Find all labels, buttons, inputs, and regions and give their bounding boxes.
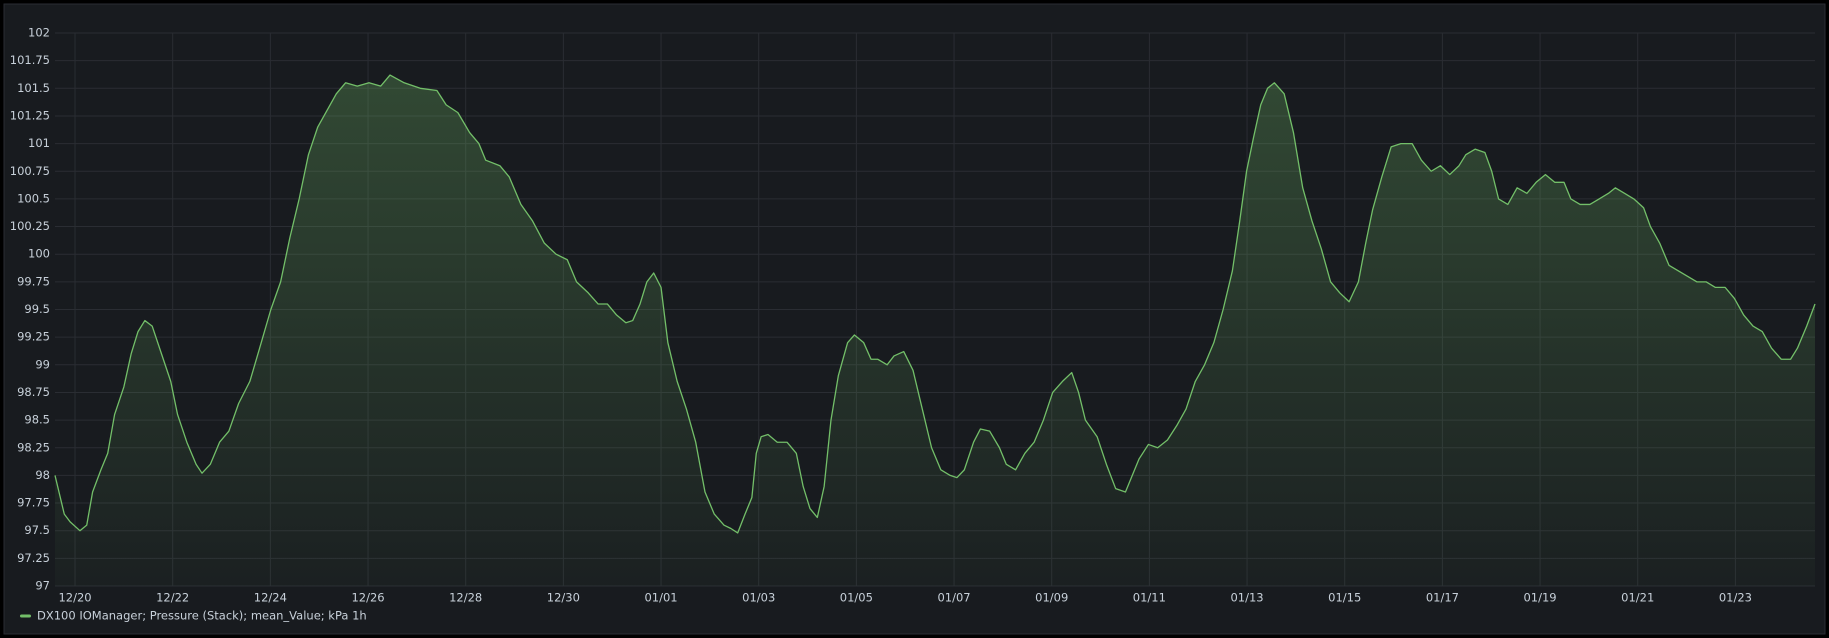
x-tick-label: 01/19: [1523, 591, 1556, 605]
y-tick-label: 98.5: [24, 413, 50, 427]
x-tick-label: 01/13: [1230, 591, 1263, 605]
y-tick-label: 99.25: [17, 330, 50, 344]
x-tick-label: 01/01: [644, 591, 677, 605]
x-tick-label: 12/28: [449, 591, 482, 605]
x-tick-label: 12/20: [58, 591, 91, 605]
y-tick-label: 100.25: [10, 219, 50, 233]
plot: [54, 74, 1816, 586]
y-tick-label: 101: [28, 136, 50, 150]
y-tick-label: 99.5: [24, 302, 50, 316]
x-tick-label: 01/03: [742, 591, 775, 605]
x-tick-label: 01/09: [1035, 591, 1068, 605]
y-tick-label: 99.75: [17, 274, 50, 288]
line: [54, 74, 1816, 534]
x-tick-label: 01/05: [840, 591, 873, 605]
legend-label: DX100 IOManager; Pressure (Stack); mean_…: [37, 609, 367, 623]
x-tick-label: 01/15: [1328, 591, 1361, 605]
y-tick-label: 99: [35, 357, 50, 371]
y-tick-label: 100.5: [17, 191, 50, 205]
x-tick-label: 01/07: [937, 591, 970, 605]
y-tick-label: 100.75: [10, 164, 50, 178]
y-tick-label: 101.75: [10, 53, 50, 67]
y-tick-label: 97.75: [17, 496, 50, 510]
y-tick-label: 98: [35, 468, 50, 482]
y-tick-label: 98.75: [17, 385, 50, 399]
x-tick-label: 01/23: [1719, 591, 1752, 605]
x-tick-label: 01/11: [1133, 591, 1166, 605]
x-tick-label: 12/22: [156, 591, 189, 605]
y-tick-label: 101.5: [17, 81, 50, 95]
y-tick-label: 102: [28, 26, 50, 40]
y-tick-label: 100: [28, 247, 50, 261]
y-tick-label: 98.25: [17, 440, 50, 454]
x-tick-label: 12/24: [254, 591, 287, 605]
x-tick-label: 12/26: [351, 591, 384, 605]
x-tick-label: 01/21: [1621, 591, 1654, 605]
y-tick-label: 97.5: [24, 523, 50, 537]
y-tick-label: 97.25: [17, 551, 50, 565]
y-tick-label: 101.25: [10, 108, 50, 122]
x-tick-label: 12/30: [547, 591, 580, 605]
y-tick-label: 97: [35, 579, 50, 593]
labels: 97 97.25 97.5 97.75 98 98.25 98.5 98.75 99 99.25 9…: [10, 26, 1752, 623]
legend-swatch: [20, 614, 31, 618]
x-tick-label: 01/17: [1426, 591, 1459, 605]
